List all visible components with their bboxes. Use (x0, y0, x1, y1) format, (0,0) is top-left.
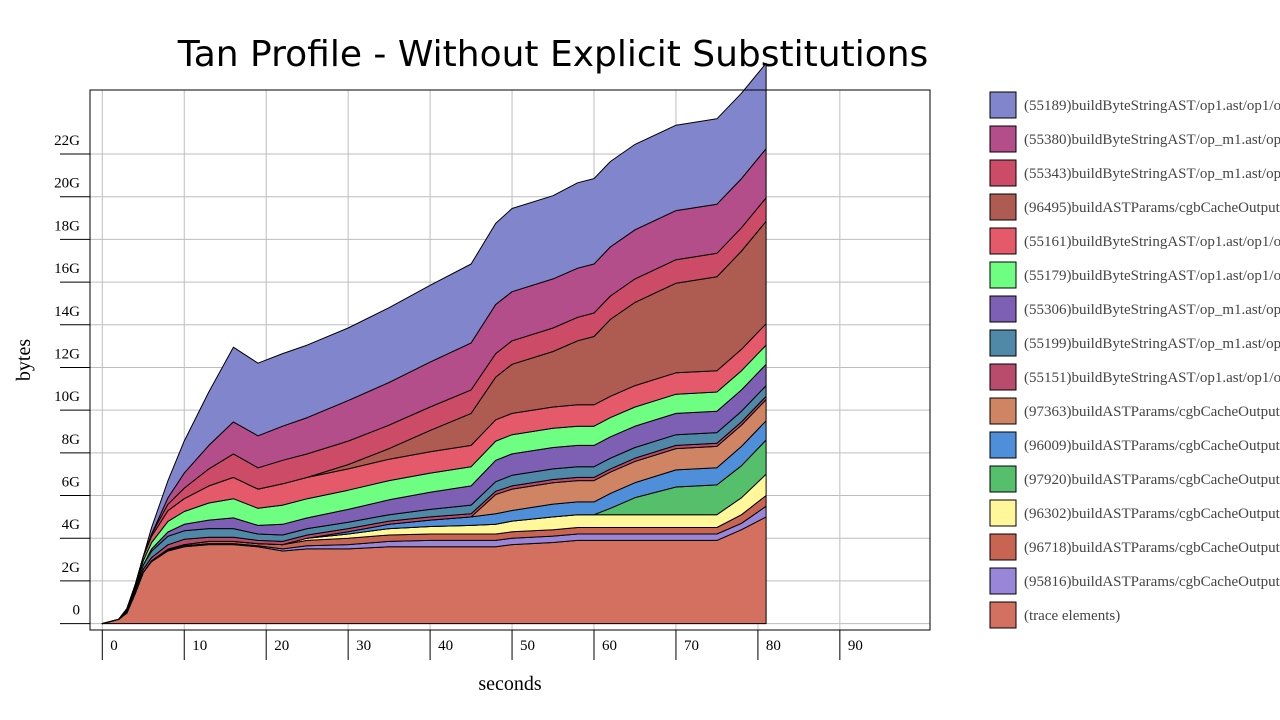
legend-label: (96495)buildASTParams/cgbCacheOutput (1024, 200, 1280, 216)
legend-swatch (989, 261, 1017, 289)
legend-swatch (989, 91, 1017, 119)
legend-swatch (989, 193, 1017, 221)
legend-label: (55199)buildByteStringAST/op_m1.ast/op (1024, 336, 1280, 352)
x-tick-label: 70 (684, 638, 699, 654)
y-tick-label: 8G (62, 432, 81, 448)
y-tick-label: 20G (54, 176, 80, 192)
y-tick-label: 22G (54, 133, 80, 149)
legend-swatch (989, 397, 1017, 425)
x-axis-label: seconds (478, 673, 542, 695)
legend-label: (96302)buildASTParams/cgbCacheOutput (1024, 506, 1280, 522)
legend-swatch (989, 499, 1017, 527)
axis-ticks: 0 10 20 30 40 50 60 70 80 90 0 2G 4G 6G 8G 10G 12G 14G 16G… (54, 133, 863, 660)
x-tick-label: 20 (274, 638, 289, 654)
legend-label: (55380)buildByteStringAST/op_m1.ast/op (1024, 132, 1280, 148)
y-tick-label: 10G (54, 389, 80, 405)
legend-swatch (989, 363, 1017, 391)
x-tick-label: 40 (438, 638, 453, 654)
legend-label: (55161)buildByteStringAST/op1.ast/op1/o (1024, 234, 1280, 250)
y-axis-label: bytes (13, 339, 35, 381)
x-tick-label: 10 (192, 638, 207, 654)
legend-label: (55343)buildByteStringAST/op_m1.ast/op (1024, 166, 1280, 182)
x-tick-label: 60 (602, 638, 617, 654)
y-tick-label: 0 (73, 603, 81, 619)
x-tick-label: 30 (356, 638, 371, 654)
area-bands (101, 62, 767, 625)
legend-label: (55189)buildByteStringAST/op1.ast/op1/o (1024, 98, 1280, 114)
legend-label: (96718)buildASTParams/cgbCacheOutput (1024, 540, 1280, 556)
legend-swatch (989, 159, 1017, 187)
legend-swatch (989, 465, 1017, 493)
x-tick-label: 80 (766, 638, 781, 654)
legend-label: (55306)buildByteStringAST/op_m1.ast/op (1024, 302, 1280, 318)
legend-label: (55179)buildByteStringAST/op1.ast/op1/o (1024, 268, 1280, 284)
legend-swatch (989, 295, 1017, 323)
legend-swatch (989, 125, 1017, 153)
legend: (55189)buildByteStringAST/op1.ast/op1/o (… (989, 91, 1280, 629)
y-tick-label: 18G (54, 218, 80, 234)
legend-label: (55151)buildByteStringAST/op1.ast/op1/o (1024, 370, 1280, 386)
legend-swatch (989, 227, 1017, 255)
y-tick-label: 4G (62, 517, 81, 533)
legend-label: (97363)buildASTParams/cgbCacheOutput (1024, 404, 1280, 420)
y-tick-label: 12G (54, 346, 80, 362)
legend-label: (96009)buildASTParams/cgbCacheOutput (1024, 438, 1280, 454)
x-tick-label: 90 (848, 638, 863, 654)
y-tick-label: 16G (54, 261, 80, 277)
plot-frame (89, 89, 931, 631)
legend-swatch (989, 533, 1017, 561)
legend-swatch (989, 329, 1017, 357)
y-tick-label: 6G (62, 475, 81, 491)
legend-label: (trace elements) (1024, 608, 1120, 624)
area-series-16 (101, 62, 767, 625)
legend-swatch (989, 567, 1017, 595)
chart-title: Tan Profile - Without Explicit Substitut… (177, 34, 929, 75)
y-tick-label: 2G (62, 560, 81, 576)
x-tick-label: 50 (520, 638, 535, 654)
legend-swatch (989, 431, 1017, 459)
legend-label: (95816)buildASTParams/cgbCacheOutput (1024, 574, 1280, 590)
legend-swatch (989, 601, 1017, 629)
legend-label: (97920)buildASTParams/cgbCacheOutput (1024, 472, 1280, 488)
y-tick-label: 14G (54, 304, 80, 320)
x-tick-label: 0 (110, 638, 118, 654)
